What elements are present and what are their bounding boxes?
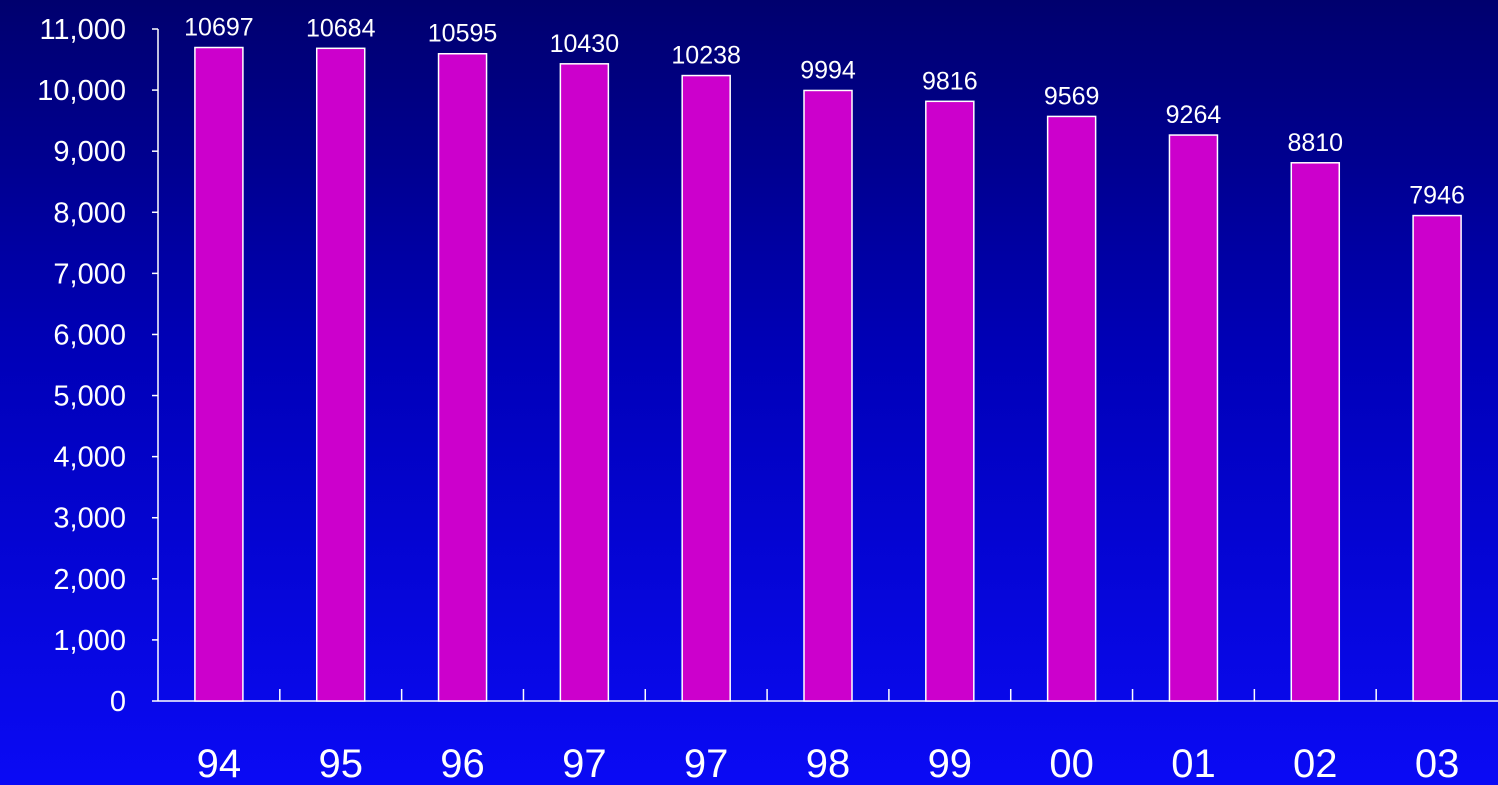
y-tick-label: 4,000 xyxy=(53,442,126,474)
x-tick-label: 01 xyxy=(1171,742,1216,785)
data-label: 9994 xyxy=(800,56,856,84)
x-tick-label: 94 xyxy=(197,742,242,785)
data-label: 9816 xyxy=(922,67,978,95)
x-tick-label: 95 xyxy=(318,742,363,785)
x-tick-label: 99 xyxy=(928,742,973,785)
y-tick-label: 11,000 xyxy=(39,14,126,46)
bar xyxy=(1046,115,1097,702)
bar xyxy=(925,100,975,702)
x-tick-label: 97 xyxy=(562,742,607,785)
x-tick-label: 00 xyxy=(1049,742,1094,785)
data-label: 10430 xyxy=(550,30,620,58)
y-tick-label: 5,000 xyxy=(53,381,126,413)
bar xyxy=(1290,162,1341,702)
data-label: 10684 xyxy=(306,14,376,42)
y-tick-label: 0 xyxy=(110,686,126,718)
data-label: 10238 xyxy=(671,42,741,70)
data-label: 9569 xyxy=(1044,82,1100,110)
bar xyxy=(1412,214,1462,702)
x-tick-label: 96 xyxy=(440,742,485,785)
bar xyxy=(1168,134,1219,702)
y-tick-label: 2,000 xyxy=(53,564,126,596)
bar xyxy=(315,47,366,702)
data-label: 9264 xyxy=(1166,101,1222,129)
x-tick-label: 02 xyxy=(1293,742,1338,785)
y-tick-label: 1,000 xyxy=(53,625,126,657)
data-label: 8810 xyxy=(1287,129,1343,157)
bar xyxy=(681,74,731,702)
bars xyxy=(194,46,1462,702)
y-tick-label: 6,000 xyxy=(53,319,126,351)
data-label: 10595 xyxy=(428,20,498,48)
data-label: 10697 xyxy=(184,14,254,42)
y-tick-label: 3,000 xyxy=(53,503,126,535)
x-tick-label: 03 xyxy=(1415,742,1460,785)
x-tick-label: 98 xyxy=(806,742,851,785)
x-axis: 94 95 96 97 97 98 99 00 01 02 03 xyxy=(158,689,1498,785)
y-tick-label: 8,000 xyxy=(53,197,126,229)
data-labels: 10697 10684 10595 10430 10238 9994 9816 9569 926… xyxy=(184,14,1465,210)
bar xyxy=(803,89,853,702)
bar xyxy=(194,46,244,702)
bar xyxy=(559,63,610,702)
x-tick-label: 97 xyxy=(684,742,729,785)
y-axis: 0 1,000 2,000 3,000 4,000 5,000 6,000 7,000 8,00… xyxy=(37,14,159,718)
y-tick-label: 10,000 xyxy=(37,75,126,107)
bar xyxy=(437,52,488,702)
data-label: 7946 xyxy=(1409,182,1465,210)
y-tick-label: 7,000 xyxy=(53,258,126,290)
y-tick-label: 9,000 xyxy=(53,136,126,168)
